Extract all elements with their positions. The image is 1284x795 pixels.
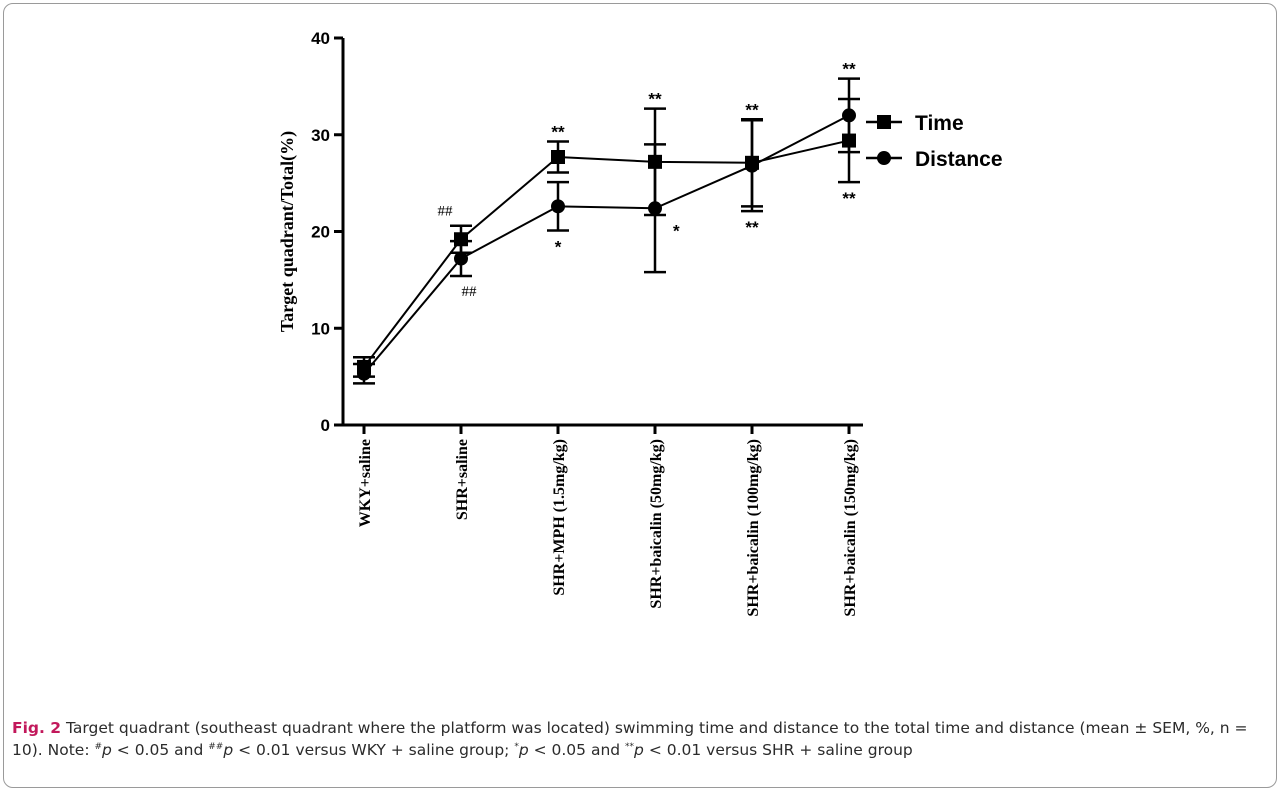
- data-point-circle: [357, 366, 371, 381]
- caption-p-2: p: [223, 741, 234, 759]
- y-tick-label: 0: [321, 416, 330, 435]
- x-tick-label: SHR+baicalin (100mg/kg): [745, 439, 762, 617]
- data-point-circle: [842, 108, 856, 123]
- axes: 0 10 20 30 40 Target quadrant/Total(%) WKY+sal…: [277, 29, 863, 617]
- caption-sym-1: #: [94, 741, 103, 752]
- legend-label: Time: [915, 112, 964, 135]
- y-tick-label: 10: [311, 319, 330, 338]
- series-line-distance: [363, 114, 850, 375]
- legend-marker-square: [877, 115, 891, 129]
- significance-mark: *: [555, 238, 562, 257]
- figure-frame: [3, 3, 1277, 788]
- figure-caption: Fig. 2 Target quadrant (southeast quadra…: [12, 717, 1267, 761]
- significance-mark: *: [673, 221, 680, 240]
- caption-sym-2: ##: [208, 741, 224, 752]
- caption-text-4: < 0.01 versus SHR + saline group: [643, 741, 913, 759]
- caption-sym-3: *: [514, 741, 519, 752]
- x-tick-label: SHR+baicalin (50mg/kg): [648, 439, 665, 609]
- x-tick-label: WKY+saline: [357, 439, 374, 527]
- caption-text-1: < 0.05 and: [111, 741, 209, 759]
- legend-label: Distance: [915, 148, 1003, 171]
- caption-text-3: < 0.05 and: [528, 741, 626, 759]
- significance-mark: **: [842, 60, 856, 79]
- series-layer: [353, 77, 860, 385]
- annotations: ####**************: [438, 60, 856, 300]
- y-axis-label: Target quadrant/Total(%): [277, 131, 298, 332]
- y-tick-label: 30: [311, 126, 330, 145]
- x-tick-label: SHR+baicalin (150mg/kg): [842, 439, 859, 617]
- legend-item-time: Time: [866, 112, 964, 135]
- y-tick-label: 20: [311, 223, 330, 242]
- data-point-circle: [454, 251, 468, 266]
- caption-sym-4: **: [625, 741, 635, 752]
- data-point-square: [551, 150, 565, 165]
- data-point-circle: [745, 158, 759, 173]
- caption-text-main: Target quadrant (southeast quadrant wher…: [12, 719, 1248, 759]
- data-point-square: [454, 232, 468, 247]
- legend-item-distance: Distance: [866, 148, 1003, 171]
- data-point-circle: [648, 201, 662, 216]
- significance-mark: ##: [462, 284, 478, 300]
- data-point-circle: [551, 199, 565, 214]
- caption-p-1: p: [102, 741, 112, 759]
- y-tick-label: 40: [311, 29, 330, 48]
- x-tick-label: SHR+saline: [454, 439, 471, 520]
- significance-mark: **: [745, 100, 759, 119]
- caption-text-2: < 0.01 versus WKY + saline group;: [233, 741, 515, 759]
- caption-p-3: p: [518, 741, 529, 759]
- series-time: [353, 97, 860, 378]
- significance-mark: **: [745, 218, 759, 237]
- caption-label: Fig. 2: [12, 719, 62, 737]
- significance-mark: ##: [438, 204, 454, 220]
- significance-mark: **: [648, 90, 662, 109]
- series-distance: [353, 77, 860, 385]
- line-chart: 0 10 20 30 40 Target quadrant/Total(%) WKY+sal…: [277, 29, 1003, 617]
- legend-marker-circle: [877, 151, 891, 165]
- significance-mark: **: [842, 189, 856, 208]
- x-tick-label: SHR+MPH (1.5mg/kg): [551, 439, 568, 596]
- significance-mark: **: [551, 123, 565, 142]
- caption-p-4: p: [634, 741, 644, 759]
- legend: Time Distance: [866, 112, 1003, 171]
- series-line-time: [363, 139, 850, 368]
